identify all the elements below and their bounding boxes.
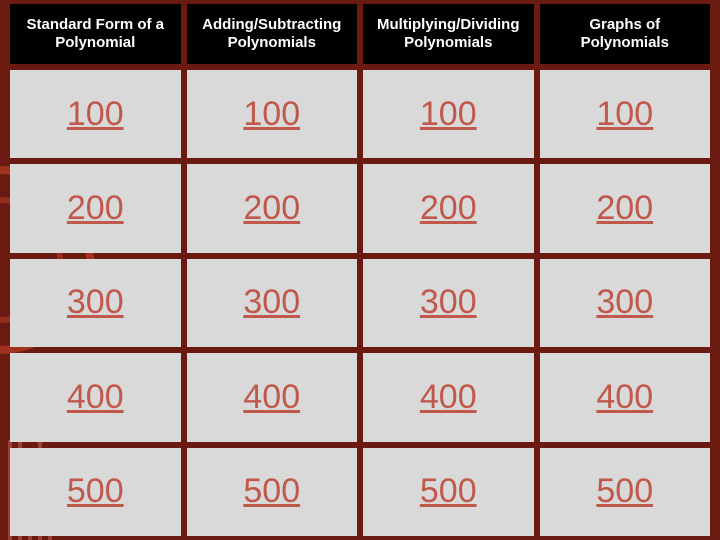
value-label: 200 bbox=[420, 189, 477, 228]
value-cell-0-1[interactable]: 200 bbox=[10, 164, 181, 252]
value-cell-3-2[interactable]: 300 bbox=[540, 259, 711, 347]
value-cell-1-4[interactable]: 500 bbox=[187, 448, 358, 536]
value-label: 200 bbox=[596, 189, 653, 228]
category-header-3: Graphs of Polynomials bbox=[540, 4, 711, 64]
value-cell-0-2[interactable]: 300 bbox=[10, 259, 181, 347]
value-label: 300 bbox=[420, 283, 477, 322]
value-label: 100 bbox=[420, 95, 477, 134]
value-label: 400 bbox=[243, 378, 300, 417]
value-cell-2-4[interactable]: 500 bbox=[363, 448, 534, 536]
game-board: Standard Form of a Polynomial Adding/Subt… bbox=[10, 4, 710, 536]
value-label: 100 bbox=[243, 95, 300, 134]
category-header-label: Adding/Subtracting Polynomials bbox=[193, 16, 352, 52]
value-label: 500 bbox=[67, 472, 124, 511]
value-cell-0-3[interactable]: 400 bbox=[10, 353, 181, 441]
value-label: 500 bbox=[596, 472, 653, 511]
value-cell-1-0[interactable]: 100 bbox=[187, 70, 358, 158]
jeopardy-board-stage: Standard Form of a Polynomial Adding/Subt… bbox=[0, 0, 720, 540]
category-header-label: Standard Form of a Polynomial bbox=[16, 16, 175, 52]
category-header-0: Standard Form of a Polynomial bbox=[10, 4, 181, 64]
value-cell-3-1[interactable]: 200 bbox=[540, 164, 711, 252]
value-cell-2-2[interactable]: 300 bbox=[363, 259, 534, 347]
value-cell-0-4[interactable]: 500 bbox=[10, 448, 181, 536]
value-cell-3-3[interactable]: 400 bbox=[540, 353, 711, 441]
value-cell-3-0[interactable]: 100 bbox=[540, 70, 711, 158]
value-cell-2-0[interactable]: 100 bbox=[363, 70, 534, 158]
value-label: 100 bbox=[67, 95, 124, 134]
value-label: 300 bbox=[67, 283, 124, 322]
value-cell-2-1[interactable]: 200 bbox=[363, 164, 534, 252]
value-label: 200 bbox=[243, 189, 300, 228]
value-label: 400 bbox=[67, 378, 124, 417]
value-label: 300 bbox=[596, 283, 653, 322]
value-label: 400 bbox=[420, 378, 477, 417]
category-header-label: Multiplying/Dividing Polynomials bbox=[369, 16, 528, 52]
value-label: 500 bbox=[243, 472, 300, 511]
value-label: 100 bbox=[596, 95, 653, 134]
value-cell-2-3[interactable]: 400 bbox=[363, 353, 534, 441]
value-label: 300 bbox=[243, 283, 300, 322]
category-header-2: Multiplying/Dividing Polynomials bbox=[363, 4, 534, 64]
category-header-label: Graphs of Polynomials bbox=[546, 16, 705, 52]
value-cell-3-4[interactable]: 500 bbox=[540, 448, 711, 536]
value-cell-0-0[interactable]: 100 bbox=[10, 70, 181, 158]
value-label: 200 bbox=[67, 189, 124, 228]
value-cell-1-1[interactable]: 200 bbox=[187, 164, 358, 252]
category-header-1: Adding/Subtracting Polynomials bbox=[187, 4, 358, 64]
value-cell-1-3[interactable]: 400 bbox=[187, 353, 358, 441]
value-label: 400 bbox=[596, 378, 653, 417]
value-label: 500 bbox=[420, 472, 477, 511]
value-cell-1-2[interactable]: 300 bbox=[187, 259, 358, 347]
